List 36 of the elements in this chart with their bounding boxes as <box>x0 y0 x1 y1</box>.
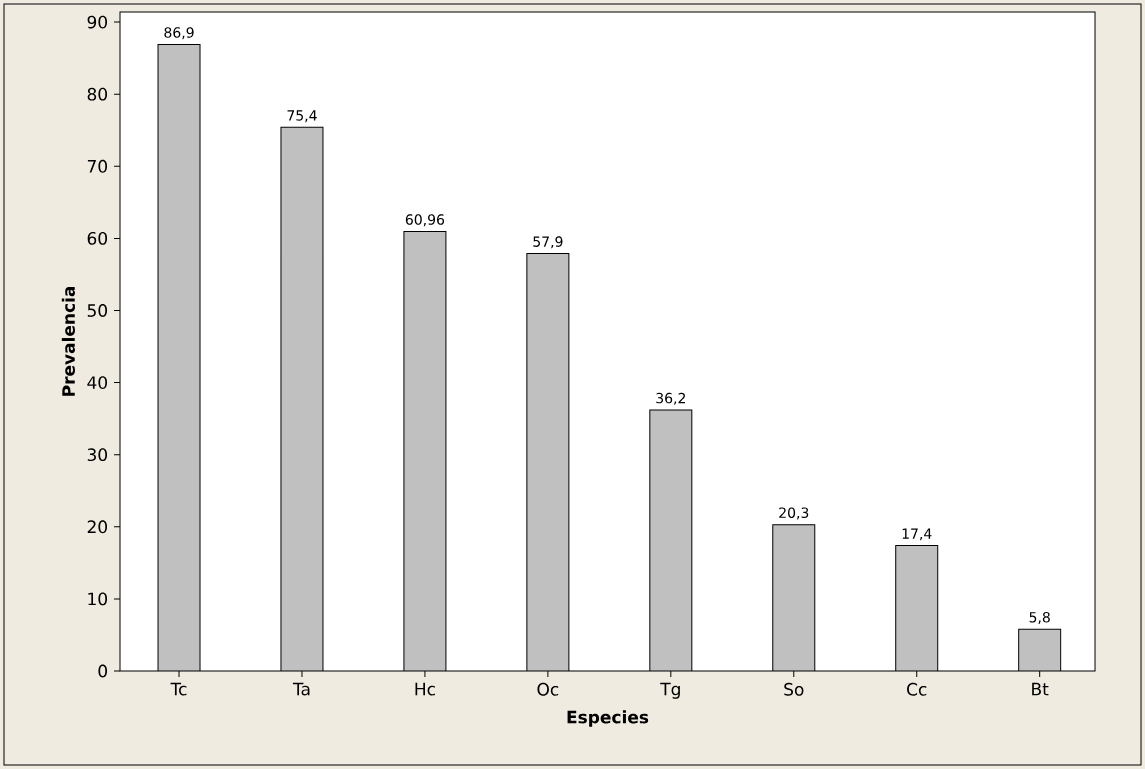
x-axis-title: Especies <box>567 710 649 727</box>
y-tick-label: 70 <box>87 159 108 173</box>
data-label: 57,9 <box>533 236 563 249</box>
y-tick-label: 50 <box>87 304 108 317</box>
x-tick-label: So <box>784 682 804 696</box>
bar <box>526 253 570 671</box>
y-tick-label: 0 <box>98 664 108 678</box>
x-tick-label: Bt <box>1032 682 1049 696</box>
data-label: 60,96 <box>405 214 445 227</box>
x-tick-label: Tc <box>170 682 187 696</box>
bar <box>403 230 447 671</box>
y-tick-label: 60 <box>87 231 108 245</box>
y-tick-label: 40 <box>87 376 108 390</box>
data-label: 75,4 <box>287 110 317 123</box>
data-label: 5,8 <box>1029 611 1050 624</box>
data-label: 36,2 <box>656 392 686 405</box>
bar <box>280 126 324 671</box>
bar <box>649 409 693 671</box>
bar <box>895 545 939 671</box>
data-label: 17,4 <box>902 528 932 541</box>
bar <box>772 524 816 671</box>
y-tick-label: 20 <box>87 520 108 534</box>
x-tick-label: Cc <box>907 682 927 696</box>
data-label: 20,3 <box>779 507 809 520</box>
y-tick-label: 10 <box>88 592 108 606</box>
bar <box>1018 628 1062 671</box>
y-tick-label: 30 <box>87 448 108 462</box>
bar <box>157 43 201 671</box>
x-tick-label: Oc <box>537 682 559 696</box>
data-label: 86,9 <box>164 27 194 40</box>
y-tick-label: 90 <box>87 15 108 29</box>
x-tick-label: Tg <box>660 682 680 699</box>
y-axis-title: Prevalencia <box>61 286 75 396</box>
y-tick-label: 80 <box>87 87 108 101</box>
x-tick-label: Ta <box>292 682 310 696</box>
x-tick-label: Hc <box>415 682 435 696</box>
